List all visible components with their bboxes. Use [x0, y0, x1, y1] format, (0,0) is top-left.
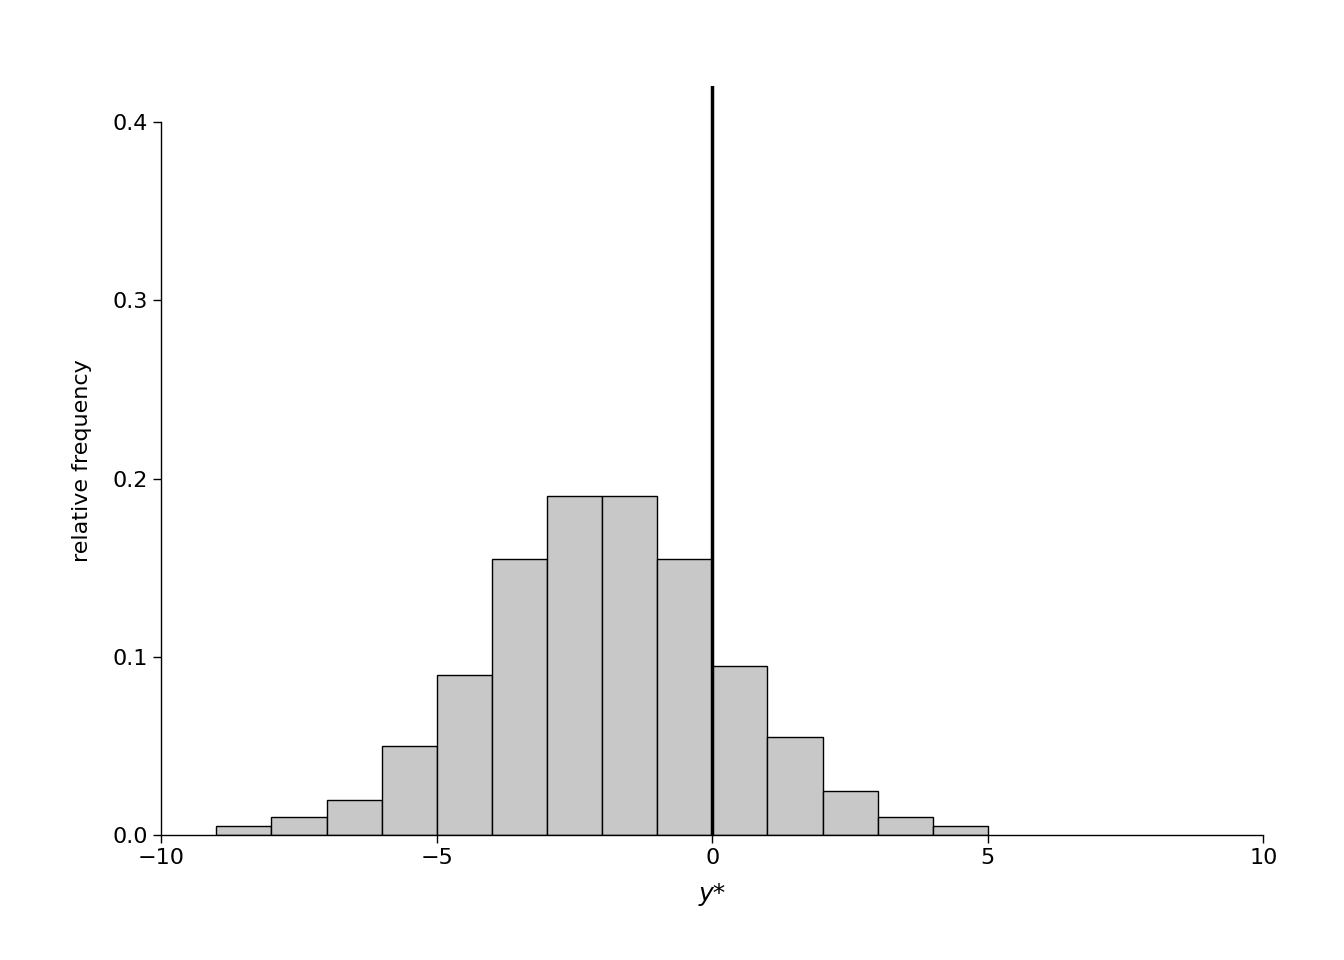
Bar [547, 496, 602, 835]
Bar [657, 559, 712, 835]
Bar [767, 737, 823, 835]
Bar [382, 746, 437, 835]
Bar [933, 827, 988, 835]
Bar [327, 800, 382, 835]
Bar [216, 827, 271, 835]
Bar [602, 496, 657, 835]
Bar [878, 817, 933, 835]
Bar [492, 559, 547, 835]
Y-axis label: relative frequency: relative frequency [71, 359, 91, 563]
Bar [712, 666, 767, 835]
Bar [271, 817, 327, 835]
Bar [823, 791, 878, 835]
X-axis label: y*: y* [699, 882, 726, 906]
Bar [437, 675, 492, 835]
